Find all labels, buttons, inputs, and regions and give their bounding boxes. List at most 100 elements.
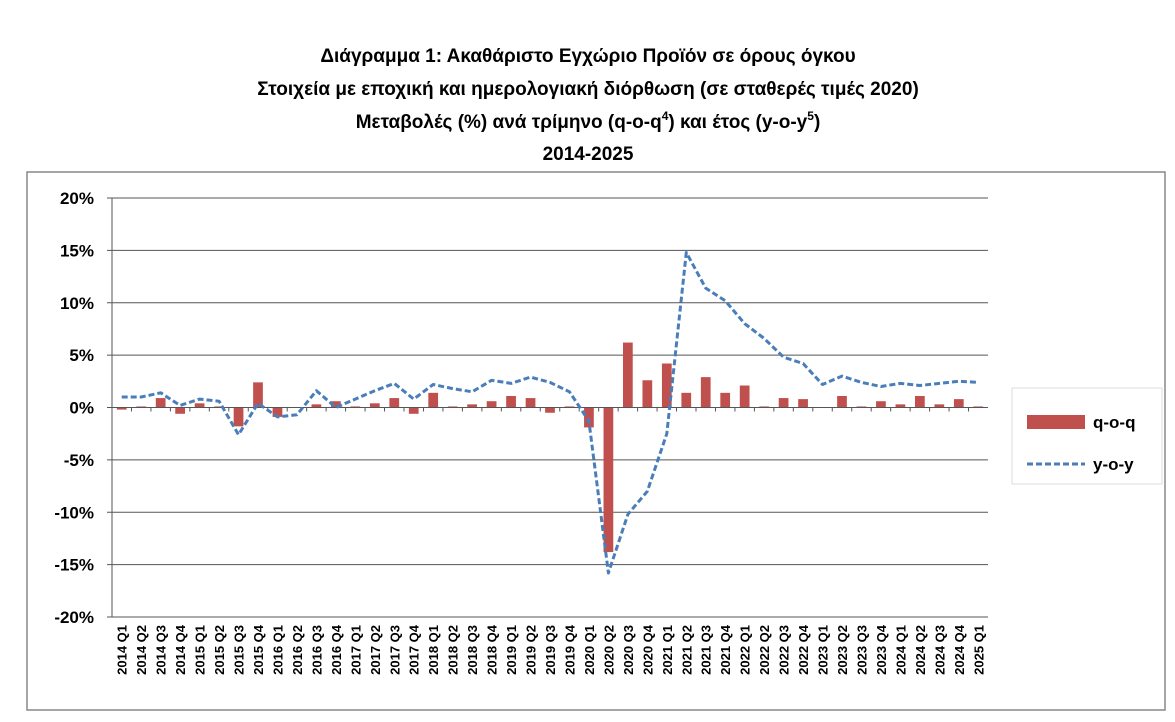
bar bbox=[895, 404, 906, 408]
y-tick-label: -10% bbox=[54, 503, 94, 522]
x-tick-label: 2016 Q4 bbox=[329, 624, 344, 675]
x-tick-label: 2016 Q3 bbox=[309, 625, 324, 675]
bar bbox=[973, 406, 984, 408]
bar bbox=[642, 380, 653, 408]
x-tick-label: 2014 Q1 bbox=[115, 625, 130, 675]
x-tick-label: 2017 Q1 bbox=[348, 625, 363, 675]
x-tick-label: 2018 Q3 bbox=[465, 625, 480, 675]
x-tick-label: 2021 Q1 bbox=[660, 625, 675, 675]
bar bbox=[331, 401, 341, 408]
x-tick-label: 2021 Q3 bbox=[699, 625, 714, 675]
bar bbox=[915, 395, 925, 408]
x-tick-label: 2016 Q2 bbox=[290, 625, 305, 675]
chart-border bbox=[26, 171, 1166, 711]
x-tick-label: 2023 Q3 bbox=[854, 625, 869, 675]
line bbox=[121, 251, 979, 575]
x-tick-label: 2023 Q2 bbox=[835, 625, 850, 675]
x-tick-label: 2015 Q3 bbox=[232, 625, 247, 675]
x-tick-label: 2022 Q4 bbox=[796, 624, 811, 675]
bar bbox=[389, 398, 400, 408]
bar bbox=[739, 385, 750, 408]
bar bbox=[798, 399, 808, 408]
subtitle-part: ) bbox=[814, 112, 820, 133]
bar bbox=[175, 407, 185, 414]
x-tick-label: 2023 Q1 bbox=[816, 625, 831, 675]
legend-label: y-o-y bbox=[1093, 455, 1134, 474]
bar bbox=[661, 363, 672, 408]
x-tick-label: 2023 Q4 bbox=[874, 624, 889, 675]
bar bbox=[486, 401, 497, 408]
y-tick-label: -5% bbox=[64, 451, 94, 470]
legend-label: q-o-q bbox=[1093, 413, 1135, 432]
x-tick-label: 2018 Q1 bbox=[426, 625, 441, 675]
bar bbox=[759, 406, 769, 408]
x-tick-label: 2024 Q1 bbox=[893, 625, 908, 675]
bar bbox=[837, 395, 847, 408]
bar bbox=[953, 399, 964, 408]
bar bbox=[876, 401, 886, 408]
bar bbox=[778, 398, 789, 408]
x-tick-label: 2019 Q3 bbox=[543, 625, 558, 675]
chart-period: 2014-2025 bbox=[543, 144, 634, 165]
bar bbox=[681, 392, 692, 408]
x-tick-label: 2017 Q2 bbox=[368, 625, 383, 675]
bar bbox=[311, 404, 322, 408]
x-tick-label: 2022 Q2 bbox=[757, 625, 772, 675]
chart-subtitle: Στοιχεία με εποχική και ημερολογιακή διό… bbox=[257, 79, 919, 100]
chart-subtitle: Μεταβολές (%) ανά τρίμηνο (q-o-q4) και έ… bbox=[356, 109, 821, 133]
bar bbox=[856, 406, 867, 408]
x-tick-label: 2024 Q2 bbox=[913, 625, 928, 675]
bar bbox=[934, 404, 945, 408]
y-tick-label: 0% bbox=[69, 399, 94, 418]
x-tick-label: 2022 Q1 bbox=[738, 625, 753, 675]
x-tick-label: 2020 Q3 bbox=[621, 625, 636, 675]
x-tick-label: 2016 Q1 bbox=[270, 625, 285, 675]
x-tick-label: 2019 Q1 bbox=[504, 625, 519, 675]
x-tick-label: 2017 Q4 bbox=[407, 624, 422, 675]
bar bbox=[700, 377, 711, 408]
bar bbox=[116, 407, 127, 410]
bar bbox=[623, 342, 633, 408]
bar bbox=[467, 404, 477, 408]
x-tick-label: 2015 Q1 bbox=[193, 625, 208, 675]
y-tick-label: 10% bbox=[60, 294, 94, 313]
x-tick-label: 2015 Q2 bbox=[212, 625, 227, 675]
bar bbox=[214, 406, 224, 408]
x-tick-label: 2020 Q1 bbox=[582, 625, 597, 675]
bar bbox=[720, 392, 731, 408]
chart-title: Διάγραμμα 1: Ακαθάριστο Εγχώριο Προϊόν σ… bbox=[320, 46, 855, 67]
x-tick-label: 2024 Q4 bbox=[952, 624, 967, 675]
y-tick-label: 5% bbox=[69, 346, 94, 365]
x-tick-label: 2020 Q2 bbox=[601, 625, 616, 675]
legend-swatch bbox=[1027, 415, 1085, 429]
x-tick-label: 2019 Q2 bbox=[524, 625, 539, 675]
bar bbox=[506, 395, 516, 408]
x-tick-label: 2017 Q3 bbox=[387, 625, 402, 675]
bar bbox=[233, 407, 244, 427]
x-tick-label: 2025 Q1 bbox=[971, 625, 986, 675]
bar bbox=[564, 406, 575, 408]
x-tick-label: 2014 Q3 bbox=[154, 625, 169, 675]
bar bbox=[253, 382, 263, 408]
subtitle-part: 4 bbox=[662, 109, 669, 123]
y-tick-label: 20% bbox=[60, 189, 94, 208]
bar bbox=[350, 406, 361, 408]
x-tick-label: 2019 Q4 bbox=[562, 624, 577, 675]
x-tick-label: 2014 Q2 bbox=[134, 625, 149, 675]
x-tick-label: 2018 Q4 bbox=[485, 624, 500, 675]
bar bbox=[194, 403, 205, 408]
x-tick-label: 2015 Q4 bbox=[251, 624, 266, 675]
bar bbox=[369, 403, 380, 408]
bar bbox=[408, 407, 419, 414]
x-tick-label: 2014 Q4 bbox=[173, 624, 188, 675]
x-tick-label: 2024 Q3 bbox=[932, 625, 947, 675]
legend-box bbox=[1011, 387, 1163, 485]
bar bbox=[447, 406, 458, 408]
bar bbox=[545, 407, 555, 413]
bar bbox=[428, 392, 439, 408]
bar bbox=[272, 407, 283, 417]
y-tick-label: -20% bbox=[54, 608, 94, 627]
x-tick-label: 2021 Q4 bbox=[718, 624, 733, 675]
bar bbox=[603, 407, 614, 553]
subtitle-part: ) και έτος (y-o-y bbox=[668, 112, 807, 133]
